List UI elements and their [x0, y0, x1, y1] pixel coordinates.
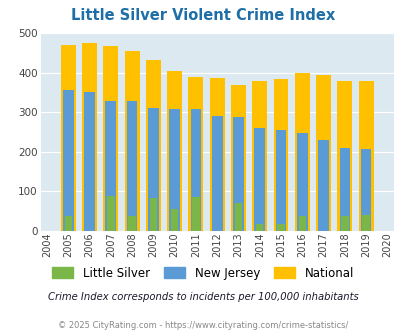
Bar	[188, 77, 203, 231]
Bar	[169, 109, 179, 231]
Bar	[254, 128, 264, 231]
Bar	[252, 81, 266, 231]
Bar	[362, 215, 369, 231]
Bar	[275, 130, 286, 231]
Text: © 2025 CityRating.com - https://www.cityrating.com/crime-statistics/: © 2025 CityRating.com - https://www.city…	[58, 321, 347, 330]
Bar	[339, 148, 350, 231]
Bar	[318, 140, 328, 231]
Bar	[145, 60, 160, 231]
Bar	[298, 216, 305, 231]
Bar	[128, 216, 136, 231]
Bar	[192, 197, 199, 231]
Bar	[167, 71, 182, 231]
Bar	[234, 203, 242, 231]
Bar	[360, 149, 371, 231]
Bar	[63, 90, 73, 231]
Bar	[149, 198, 157, 231]
Bar	[84, 92, 95, 231]
Bar	[256, 224, 263, 231]
Bar	[230, 85, 245, 231]
Text: Little Silver Violent Crime Index: Little Silver Violent Crime Index	[71, 8, 334, 23]
Bar	[315, 75, 330, 231]
Bar	[171, 209, 178, 231]
Bar	[209, 78, 224, 231]
Bar	[61, 45, 75, 231]
Bar	[294, 73, 309, 231]
Bar	[232, 117, 243, 231]
Bar	[82, 43, 97, 231]
Bar	[124, 51, 139, 231]
Legend: Little Silver, New Jersey, National: Little Silver, New Jersey, National	[52, 267, 353, 280]
Bar	[340, 216, 348, 231]
Bar	[190, 109, 201, 231]
Bar	[64, 216, 72, 231]
Bar	[126, 101, 137, 231]
Bar	[148, 108, 158, 231]
Bar	[105, 101, 116, 231]
Bar	[273, 79, 288, 231]
Bar	[358, 81, 373, 231]
Text: Crime Index corresponds to incidents per 100,000 inhabitants: Crime Index corresponds to incidents per…	[47, 292, 358, 302]
Bar	[337, 81, 352, 231]
Bar	[103, 46, 118, 231]
Bar	[277, 224, 284, 231]
Bar	[211, 116, 222, 231]
Bar	[296, 133, 307, 231]
Bar	[107, 196, 114, 231]
